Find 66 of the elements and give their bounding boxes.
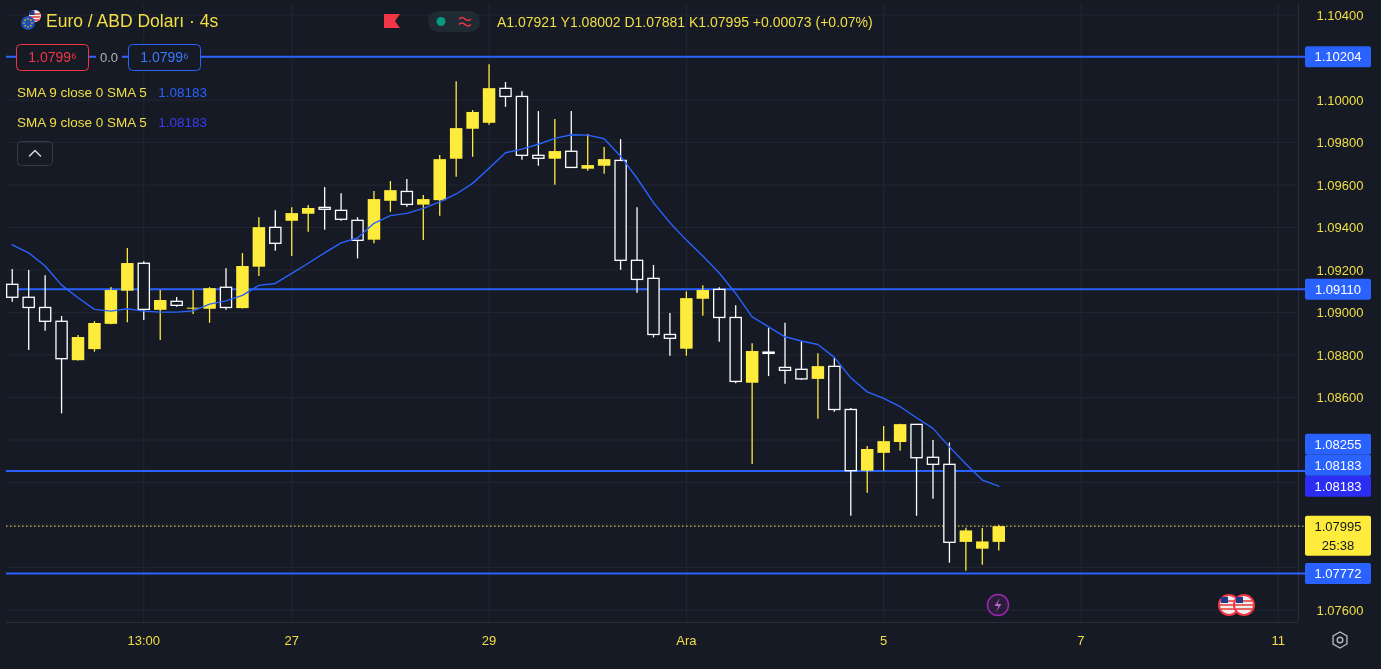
candlestick (532, 110, 545, 167)
candlestick (384, 180, 397, 213)
candlestick (877, 425, 890, 472)
annotation: 1.0799⁶ (28, 49, 77, 65)
candlestick (548, 118, 562, 186)
candlestick (696, 284, 710, 317)
annotation: 1.0799⁶ (140, 49, 189, 65)
candlestick (778, 322, 792, 385)
candlestick (581, 133, 594, 172)
y-tick-label: 1.09800 (1316, 135, 1364, 151)
y-tick-label: 1.08800 (1316, 347, 1364, 363)
candlestick (860, 445, 874, 494)
x-tick-label: Ara (676, 633, 698, 648)
x-tick-label: 29 (481, 633, 497, 648)
y-tick-label: 1.09400 (1316, 220, 1364, 236)
candlestick (597, 146, 611, 175)
candlestick (630, 206, 644, 294)
y-tick-label: 1.08600 (1316, 390, 1364, 406)
candlestick (417, 194, 430, 241)
candlestick (811, 352, 825, 420)
candlestick (499, 81, 512, 108)
annotation: 1.08183 (158, 85, 208, 100)
candlestick (466, 109, 479, 158)
ref-line-label: 1.09110 (1314, 281, 1362, 297)
y-tick-label: 1.09200 (1316, 262, 1364, 278)
candlestick (22, 269, 35, 351)
y-tick-label: 1.09000 (1316, 305, 1364, 321)
candlestick (351, 216, 364, 260)
ref-line-label: 1.08255 (1314, 436, 1362, 452)
x-tick-label: 11 (1271, 633, 1286, 648)
candlestick (893, 423, 907, 452)
candlestick (926, 439, 940, 500)
y-tick-label: 1.09600 (1316, 177, 1364, 193)
candlestick (400, 178, 414, 208)
candlestick (762, 327, 775, 377)
annotation: 0.0 (99, 50, 119, 65)
ref-line-label: 1.07995 25:38 (1314, 518, 1362, 553)
annotation: SMA 9 close 0 SMA 5 (17, 85, 147, 100)
x-tick-label: 5 (880, 633, 888, 648)
chart-title: Euro / ABD Doları · 4s (46, 11, 219, 31)
candlestick (663, 312, 677, 357)
candlestick (318, 186, 331, 231)
y-tick-label: 1.10400 (1316, 7, 1364, 23)
candlestick (269, 209, 282, 252)
text: 1.08183 (1314, 457, 1362, 473)
y-tick-label: 1.10000 (1316, 92, 1364, 108)
ref-line-label: 1.10204 (1314, 49, 1362, 65)
x-tick-label: 27 (284, 633, 299, 648)
x-tick-label: 13:00 (127, 633, 161, 648)
candlestick (203, 286, 216, 324)
y-tick-label: 1.07600 (1316, 602, 1364, 618)
annotation: SMA 9 close 0 SMA 5 (17, 115, 147, 130)
candlestick (565, 110, 578, 169)
candlestick (6, 268, 19, 303)
candlestick (334, 192, 348, 222)
x-tick-label: 7 (1077, 633, 1085, 648)
candlestick (38, 274, 52, 332)
ref-line-label: 1.07772 (1314, 566, 1362, 582)
candlestick (301, 204, 315, 233)
candlestick (71, 334, 85, 362)
candlestick (795, 340, 808, 381)
candlestick (153, 289, 167, 341)
text: 1.08183 (1314, 478, 1362, 494)
text: A1.07921 Y1.08002 D1.07881 K1.07995 +0.00073 (+0.07%) (497, 14, 873, 30)
annotation: 1.08183 (158, 115, 208, 130)
candlestick (285, 206, 299, 257)
